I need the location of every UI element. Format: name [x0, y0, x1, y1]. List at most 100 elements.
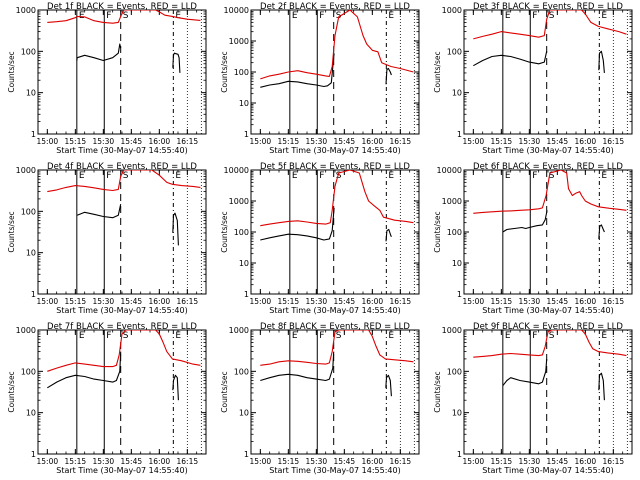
y-tick-label: 100: [21, 47, 36, 56]
marker-label: S: [549, 331, 555, 341]
x-tick-label: 15:00: [463, 457, 485, 466]
x-tick-label: 15:45: [121, 457, 143, 466]
x-tick-label: 16:00: [362, 297, 384, 306]
y-tick-label: 10: [239, 409, 249, 418]
x-tick-label: 16:15: [390, 457, 412, 466]
x-tick-label: 15:30: [519, 137, 541, 146]
events-series-line-segment: [598, 224, 605, 239]
lld-series-line: [473, 10, 627, 40]
y-tick-label: 1000: [229, 326, 249, 335]
y-tick-label: 10: [239, 99, 249, 108]
plot-frame: [250, 329, 420, 455]
x-tick-label: 15:30: [93, 137, 115, 146]
x-tick-label: 16:15: [390, 297, 412, 306]
panel-title: Det 9f BLACK = Events, RED = LLD: [473, 322, 623, 332]
x-tick-label: 15:00: [250, 137, 272, 146]
x-tick-label: 16:15: [603, 297, 625, 306]
x-tick-label: 15:45: [121, 297, 143, 306]
x-tick-label: 15:15: [65, 297, 87, 306]
x-tick-label: 15:15: [491, 297, 513, 306]
y-tick-label: 100: [21, 367, 36, 376]
marker-label: E: [175, 11, 181, 21]
y-axis-label: Counts/sec: [220, 51, 229, 92]
y-tick-label: 1: [457, 290, 462, 299]
x-tick-label: 15:00: [37, 457, 59, 466]
x-tick-label: 16:15: [177, 297, 199, 306]
x-tick-label: 15:45: [334, 137, 356, 146]
panel-title: Det 3f BLACK = Events, RED = LLD: [473, 2, 623, 12]
marker-label: S: [123, 11, 129, 21]
y-tick-label: 1000: [229, 197, 249, 206]
events-series-line: [260, 53, 335, 88]
y-tick-label: 100: [447, 47, 462, 56]
x-tick-label: 16:00: [362, 457, 384, 466]
events-series-line-segment: [172, 374, 179, 401]
marker-label: E: [388, 11, 394, 21]
marker-label: E: [505, 171, 511, 181]
events-series-line-segment: [172, 212, 179, 246]
events-series-line: [260, 351, 335, 382]
detector-panel-1: Det 1f BLACK = Events, RED = LLD 1 10 100 10…: [7, 2, 207, 155]
y-tick-label: 1000: [16, 326, 36, 335]
plot-frame: [37, 329, 207, 455]
y-axis-label: Counts/sec: [7, 51, 16, 92]
x-tick-label: 15:00: [463, 137, 485, 146]
y-tick-label: 10: [26, 89, 36, 98]
lld-series-line: [260, 330, 414, 366]
detector-panel-9: Det 9f BLACK = Events, RED = LLD 1 10 100 10…: [433, 322, 633, 475]
y-tick-label: 10: [452, 409, 462, 418]
y-tick-label: 100: [234, 228, 249, 237]
x-tick-label: 16:00: [149, 297, 171, 306]
events-series-line: [473, 51, 548, 67]
lld-series-line: [260, 10, 414, 80]
x-tick-label: 16:00: [575, 297, 597, 306]
lld-series-line: [47, 10, 201, 24]
panel-title: Det 2f BLACK = Events, RED = LLD: [260, 2, 410, 12]
x-tick-label: 15:15: [65, 457, 87, 466]
plot-frame: [463, 169, 633, 295]
y-tick-label: 100: [447, 367, 462, 376]
y-tick-label: 100: [234, 68, 249, 77]
x-tick-label: 15:45: [547, 457, 569, 466]
lld-series-line: [473, 330, 627, 358]
y-tick-label: 1: [457, 450, 462, 459]
marker-label: F: [532, 11, 537, 21]
x-tick-label: 16:00: [362, 137, 384, 146]
x-tick-label: 15:15: [278, 457, 300, 466]
x-tick-label: 16:15: [177, 457, 199, 466]
x-tick-label: 15:30: [93, 457, 115, 466]
marker-label: S: [336, 331, 342, 341]
panel-title: Det 6f BLACK = Events, RED = LLD: [473, 162, 623, 172]
y-tick-label: 1000: [16, 6, 36, 15]
x-tick-label: 15:30: [519, 297, 541, 306]
marker-label: S: [336, 11, 342, 21]
plot-frame: [37, 9, 207, 135]
x-tick-label: 15:45: [547, 297, 569, 306]
y-axis-label: Counts/sec: [220, 211, 229, 252]
y-tick-label: 10: [26, 249, 36, 258]
detector-panel-7: Det 7f BLACK = Events, RED = LLD 1 10 100 10…: [7, 322, 207, 475]
marker-label: E: [292, 11, 298, 21]
y-tick-label: 10000: [437, 166, 462, 175]
y-tick-label: 100: [234, 367, 249, 376]
marker-label: S: [549, 11, 555, 21]
marker-label: E: [601, 331, 607, 341]
marker-label: E: [292, 171, 298, 181]
marker-label: F: [106, 11, 111, 21]
y-axis-label: Counts/sec: [433, 51, 442, 92]
x-axis-label: Start Time (30-May-07 14:55:40): [269, 466, 400, 475]
panel-title: Det 4f BLACK = Events, RED = LLD: [47, 162, 197, 172]
lld-series-line: [47, 170, 201, 193]
y-tick-label: 1000: [16, 166, 36, 175]
marker-label: F: [319, 11, 324, 21]
plot-frame: [250, 9, 420, 135]
x-tick-label: 15:00: [463, 297, 485, 306]
y-tick-label: 100: [447, 228, 462, 237]
x-tick-label: 15:30: [306, 137, 328, 146]
x-tick-label: 15:00: [250, 297, 272, 306]
y-tick-label: 1: [244, 450, 249, 459]
y-tick-label: 10: [239, 259, 249, 268]
lld-series-line: [260, 170, 414, 227]
marker-label: E: [505, 331, 511, 341]
x-tick-label: 15:45: [121, 137, 143, 146]
